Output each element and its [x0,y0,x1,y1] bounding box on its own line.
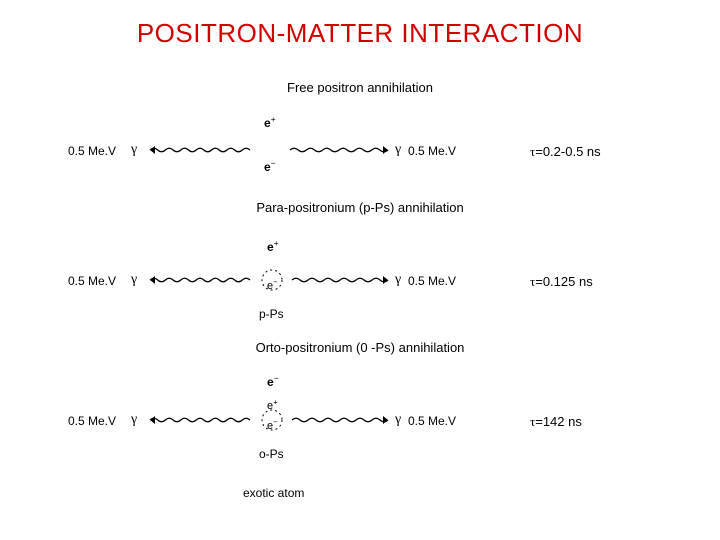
gamma-right-0: γ [395,142,401,158]
e-plus-1: e+ [267,240,279,254]
section-title-free: Free positron annihilation [0,80,720,95]
gamma-left-2: γ [131,412,137,428]
energy-left-0: 0.5 Me.V [68,144,116,158]
energy-left-1: 0.5 Me.V [68,274,116,288]
page-title: POSITRON-MATTER INTERACTION [0,18,720,49]
pps-label: p-Ps [259,307,284,321]
e-minus-2: e− [267,420,278,432]
energy-left-2: 0.5 Me.V [68,414,116,428]
exotic-atom-label: exotic atom [243,486,304,500]
energy-right-2: 0.5 Me.V [408,414,456,428]
e-top-2: e− [267,375,279,389]
e-plus-2: e+ [267,400,278,412]
tau-2: τ=142 ns [530,414,582,430]
section-title-para: Para-positronium (p-Ps) annihilation [0,200,720,215]
e-minus-1: e− [267,280,278,292]
energy-right-0: 0.5 Me.V [408,144,456,158]
tau-val-1: =0.125 ns [535,274,592,289]
section-title-orto: Orto-positronium (0 -Ps) annihilation [0,340,720,355]
e-plus-0: e+ [264,116,276,130]
tau-0: τ=0.2-0.5 ns [530,144,601,160]
gamma-left-0: γ [131,142,137,158]
tau-1: τ=0.125 ns [530,274,593,290]
tau-val-0: =0.2-0.5 ns [535,144,600,159]
tau-val-2: =142 ns [535,414,582,429]
energy-right-1: 0.5 Me.V [408,274,456,288]
gamma-right-2: γ [395,412,401,428]
e-minus-0: e− [264,160,276,174]
ops-label: o-Ps [259,447,284,461]
gamma-left-1: γ [131,272,137,288]
gamma-right-1: γ [395,272,401,288]
